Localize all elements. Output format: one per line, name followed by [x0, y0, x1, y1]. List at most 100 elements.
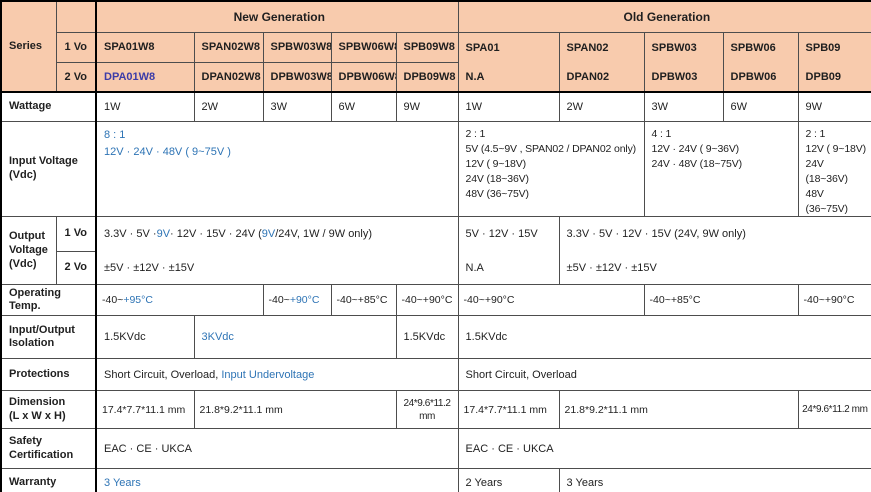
output-voltage-label: Output Voltage (Vdc) — [0, 216, 57, 286]
model-old-2vo: DPBW06 — [730, 70, 777, 83]
output-voltage-old-a: 5V · 12V · 15V N.A — [457, 216, 560, 286]
protections-highlight: Input Undervoltage — [221, 368, 315, 381]
model-old-2vo: N.A — [465, 70, 485, 83]
model-new-2vo: DPBW03W8 — [262, 62, 332, 92]
dimension-old-c: 24*9.6*11.2 mm — [797, 390, 871, 430]
new-generation-header: New Generation — [94, 0, 459, 33]
model-new-1vo: SPA01W8 — [95, 31, 195, 64]
dimension-old-a: 17.4*7.7*11.1 mm — [457, 390, 560, 430]
isolation-new-a: 1.5KVdc — [95, 315, 195, 360]
isolation-new-c: 1.5KVdc — [395, 315, 459, 360]
safety-new: EAC · CE · UKCA — [94, 428, 459, 470]
model-old-1vo: SPB09 — [805, 41, 841, 54]
wattage-new: 6W — [330, 90, 397, 122]
output-voltage-new-2vo: ±5V · ±12V · ±15V — [104, 261, 195, 274]
protections-old: Short Circuit, Overload — [457, 358, 871, 392]
model-new-1vo: SPB09W8 — [395, 31, 459, 64]
wattage-old: 6W — [722, 90, 799, 122]
model-old-2vo: DPAN02 — [566, 70, 610, 83]
wattage-new: 1W — [95, 90, 195, 122]
temp-text: -40~ — [102, 294, 124, 307]
safety-label: Safety Certification — [0, 428, 97, 470]
protections-new: Short Circuit, Overload, Input Undervolt… — [94, 358, 459, 392]
output-1vo-label: 1 Vo — [55, 216, 97, 252]
operating-temp-label: Operating Temp. — [0, 284, 97, 317]
output-new-part: · 12V · 15V · 24V ( — [170, 228, 262, 241]
protections-text: Short Circuit, Overload, — [104, 368, 222, 381]
dimension-new-a: 17.4*7.7*11.1 mm — [95, 390, 195, 430]
input-voltage-old-b: 4 : 1 12V · 24V ( 9~36V) 24V · 48V (18~7… — [643, 120, 799, 218]
safety-old: EAC · CE · UKCA — [457, 428, 871, 470]
operating-temp-new-d: -40~+90°C — [395, 284, 459, 317]
dimension-old-b: 21.8*9.2*11.1 mm — [558, 390, 799, 430]
model-new-1vo: SPBW06W8 — [330, 31, 397, 64]
input-voltage-old-c: 2 : 1 12V ( 9~18V) 24V (18~36V) 48V (36~… — [797, 120, 871, 218]
input-voltage-new: 8 : 1 12V · 24V · 48V ( 9~75V ) — [94, 120, 459, 218]
model-old-1vo: SPA01 — [465, 41, 500, 54]
output-2vo-label: 2 Vo — [55, 250, 97, 286]
output-voltage-old-b: 3.3V · 5V · 12V · 15V (24V, 9W only) ±5V… — [558, 216, 871, 286]
model-old: SPA01 N.A — [457, 31, 560, 92]
model-new-2vo: DPB09W8 — [395, 62, 459, 92]
input-voltage-old-a: 2 : 1 5V (4.5~9V , SPAN02 / DPAN02 only)… — [457, 120, 645, 218]
wattage-new: 3W — [262, 90, 332, 122]
model-old: SPBW06 DPBW06 — [722, 31, 799, 92]
temp-highlight: +90°C — [289, 294, 320, 307]
header-spacer-cell — [55, 0, 97, 33]
wattage-new: 2W — [193, 90, 264, 122]
dimension-new-c: 24*9.6*11.2 mm — [395, 390, 459, 430]
model-new-1vo: SPAN02W8 — [193, 31, 264, 64]
output-new-part: /24V, 1W / 9W only) — [275, 228, 373, 241]
temp-highlight: +95°C — [123, 294, 153, 307]
output-new-part-blue: 9V — [261, 228, 276, 241]
operating-temp-new-b: -40~+90°C — [262, 284, 332, 317]
wattage-old: 2W — [558, 90, 645, 122]
isolation-label: Input/Output Isolation — [0, 315, 97, 360]
row-label-1vo: 1 Vo — [55, 31, 97, 64]
operating-temp-new-a: -40~+95°C — [95, 284, 264, 317]
model-new-1vo: SPBW03W8 — [262, 31, 332, 64]
operating-temp-old-b: -40~+85°C — [643, 284, 799, 317]
output-voltage-new-1vo: 3.3V · 5V · 9V · 12V · 15V · 24V (9V /24… — [104, 218, 455, 252]
model-old: SPBW03 DPBW03 — [643, 31, 724, 92]
output-voltage-old-b-1vo: 3.3V · 5V · 12V · 15V (24V, 9W only) — [566, 228, 746, 241]
model-old-1vo: SPBW03 — [651, 41, 697, 54]
output-voltage-old-b-2vo: ±5V · ±12V · ±15V — [566, 261, 657, 274]
output-voltage-new: 3.3V · 5V · 9V · 12V · 15V · 24V (9V /24… — [94, 216, 459, 286]
row-label-2vo: 2 Vo — [55, 62, 97, 92]
model-old: SPAN02 DPAN02 — [558, 31, 645, 92]
model-old: SPB09 DPB09 — [797, 31, 871, 92]
protections-label: Protections — [0, 358, 97, 392]
wattage-old: 3W — [643, 90, 724, 122]
model-new-2vo: DPA01W8 — [95, 62, 195, 92]
output-new-part: 3.3V · 5V · — [104, 228, 157, 241]
wattage-new: 9W — [395, 90, 459, 122]
dimension-label: Dimension (L x W x H) — [0, 390, 97, 430]
model-old-1vo: SPAN02 — [566, 41, 609, 54]
warranty-old-b: 3 Years — [558, 468, 871, 492]
operating-temp-new-c: -40~+85°C — [330, 284, 397, 317]
warranty-old-a: 2 Years — [457, 468, 560, 492]
model-new-2vo: DPBW06W8 — [330, 62, 397, 92]
temp-text: -40~ — [268, 294, 290, 307]
model-old-2vo: DPBW03 — [651, 70, 698, 83]
isolation-new-b: 3KVdc — [193, 315, 397, 360]
model-old-1vo: SPBW06 — [730, 41, 776, 54]
wattage-old: 9W — [797, 90, 871, 122]
series-header: Series — [0, 0, 57, 92]
output-new-part-blue: 9V — [156, 228, 171, 241]
output-voltage-old-a-1vo: 5V · 12V · 15V — [465, 228, 538, 241]
output-voltage-old-a-2vo: N.A — [465, 261, 484, 274]
old-generation-header: Old Generation — [457, 0, 871, 33]
warranty-new: 3 Years — [94, 468, 459, 492]
model-new-2vo: DPAN02W8 — [193, 62, 264, 92]
wattage-old: 1W — [457, 90, 560, 122]
isolation-old: 1.5KVdc — [457, 315, 871, 360]
operating-temp-old-c: -40~+90°C — [797, 284, 871, 317]
model-old-2vo: DPB09 — [805, 70, 842, 83]
dimension-new-b: 21.8*9.2*11.1 mm — [193, 390, 397, 430]
wattage-label: Wattage — [0, 90, 97, 122]
warranty-label: Warranty — [0, 468, 97, 492]
